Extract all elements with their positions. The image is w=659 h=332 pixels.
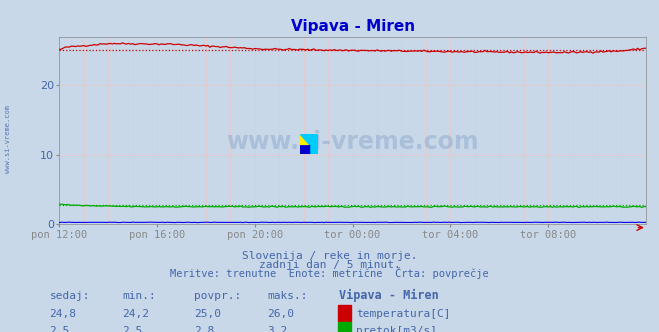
- Text: Vipava - Miren: Vipava - Miren: [339, 290, 439, 302]
- Bar: [300, 144, 309, 154]
- Text: www.si-vreme.com: www.si-vreme.com: [5, 106, 11, 173]
- Text: 2,8: 2,8: [194, 326, 215, 332]
- Text: min.:: min.:: [122, 291, 156, 301]
- Bar: [309, 144, 318, 154]
- Text: maks.:: maks.:: [267, 291, 307, 301]
- Text: Slovenija / reke in morje.: Slovenija / reke in morje.: [242, 251, 417, 261]
- Text: temperatura[C]: temperatura[C]: [356, 309, 450, 319]
- Bar: [300, 134, 309, 144]
- Text: 3,2: 3,2: [267, 326, 287, 332]
- Text: 2,5: 2,5: [49, 326, 70, 332]
- Text: 24,2: 24,2: [122, 309, 149, 319]
- Text: zadnji dan / 5 minut.: zadnji dan / 5 minut.: [258, 260, 401, 270]
- Text: 26,0: 26,0: [267, 309, 294, 319]
- Text: www.si-vreme.com: www.si-vreme.com: [226, 129, 479, 154]
- Text: 25,0: 25,0: [194, 309, 221, 319]
- Polygon shape: [309, 134, 318, 154]
- Text: 2,5: 2,5: [122, 326, 142, 332]
- Text: povpr.:: povpr.:: [194, 291, 242, 301]
- Text: 24,8: 24,8: [49, 309, 76, 319]
- Polygon shape: [300, 144, 309, 154]
- Bar: [309, 134, 318, 144]
- Text: pretok[m3/s]: pretok[m3/s]: [356, 326, 437, 332]
- Polygon shape: [300, 134, 309, 144]
- Text: sedaj:: sedaj:: [49, 291, 90, 301]
- Title: Vipava - Miren: Vipava - Miren: [291, 19, 415, 34]
- Text: Meritve: trenutne  Enote: metrične  Črta: povprečje: Meritve: trenutne Enote: metrične Črta: …: [170, 267, 489, 279]
- Polygon shape: [300, 134, 309, 144]
